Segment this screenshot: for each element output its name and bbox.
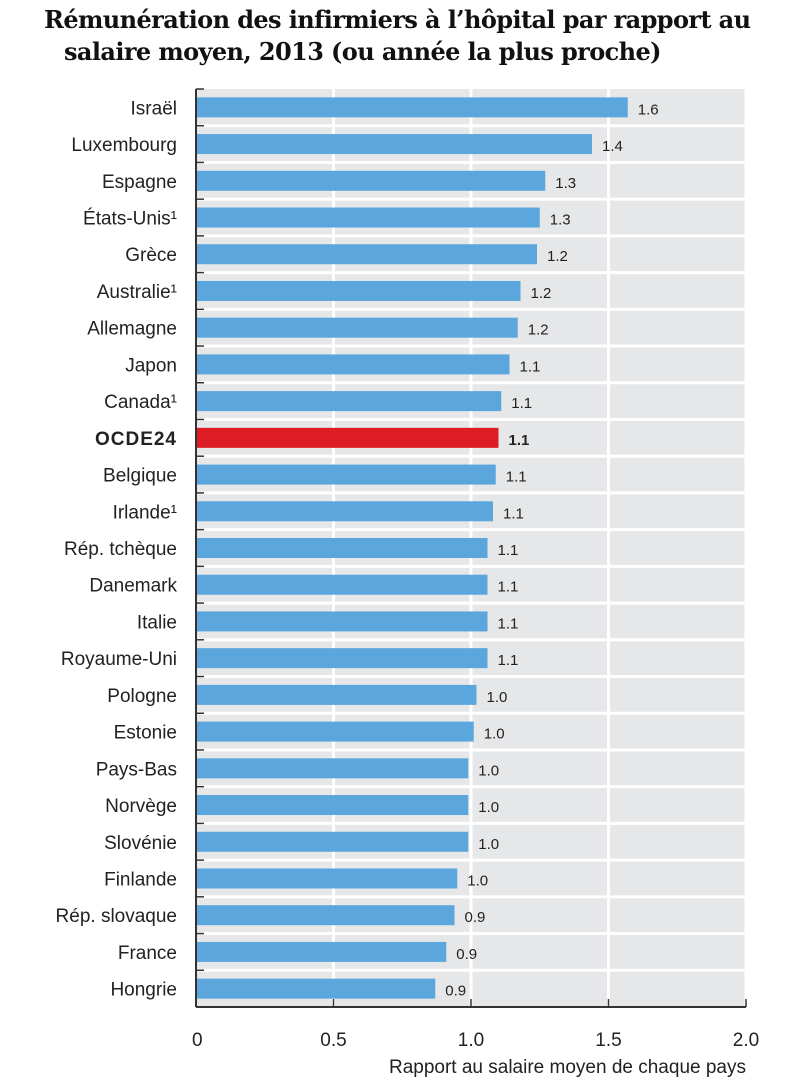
- bar: [197, 721, 474, 742]
- category-label: Hongrie: [110, 980, 177, 1001]
- bar: [197, 501, 493, 522]
- chart-title-line-2: salaire moyen, 2013 (ou année la plus pr…: [64, 37, 662, 66]
- bar: [197, 684, 477, 705]
- chart-title: Rémunération des infirmiers à l’hôpital …: [0, 4, 800, 68]
- value-labels: 1.6 1.4 1.3 1.3 1.2 1.2 1.2 1.1 1.1 1.1 1.1 1.1 1.1 1…: [445, 101, 658, 999]
- bar: [197, 207, 540, 228]
- bar: [197, 97, 628, 118]
- category-label: Luxembourg: [71, 135, 177, 156]
- category-label: Italie: [137, 612, 177, 633]
- data-label: 1.1: [498, 615, 519, 632]
- x-tick-label: 1.0: [458, 1030, 484, 1051]
- bar-highlight: [197, 427, 499, 448]
- data-label: 1.2: [531, 285, 552, 302]
- bar: [197, 391, 502, 412]
- bar: [197, 574, 488, 595]
- data-label: 1.1: [509, 432, 530, 449]
- data-label: 1.3: [555, 175, 576, 192]
- category-label: Japon: [125, 355, 177, 376]
- data-label: 1.0: [478, 762, 499, 779]
- x-tick-label: 1.5: [595, 1030, 621, 1051]
- data-label: 1.1: [511, 395, 532, 412]
- category-label: OCDE24: [95, 429, 177, 450]
- category-label: Estonie: [114, 723, 177, 744]
- data-label: 1.1: [498, 579, 519, 596]
- bar: [197, 648, 488, 669]
- category-label: Pays-Bas: [96, 759, 177, 780]
- data-label: 1.1: [498, 542, 519, 559]
- category-label: France: [118, 943, 177, 964]
- bars: [197, 97, 628, 999]
- category-label: Rép. slovaque: [56, 906, 177, 927]
- x-tick-label: 0.5: [320, 1030, 346, 1051]
- data-label: 1.1: [503, 505, 524, 522]
- x-tick-labels: 0 0.5 1.0 1.5 2.0: [192, 1030, 759, 1051]
- bar: [197, 758, 469, 779]
- category-label: Pologne: [107, 686, 177, 707]
- category-label: Slovénie: [104, 833, 177, 854]
- category-label: Belgique: [103, 466, 177, 487]
- category-label: Espagne: [102, 172, 177, 193]
- category-label: Danemark: [89, 576, 177, 597]
- bar: [197, 941, 447, 962]
- bar: [197, 280, 521, 301]
- bar: [197, 868, 458, 889]
- category-label: Irlande¹: [113, 502, 177, 523]
- chart-title-line-1: Rémunération des infirmiers à l’hôpital …: [44, 5, 751, 34]
- data-label: 1.1: [506, 469, 527, 486]
- category-label: Canada¹: [104, 392, 177, 413]
- data-label: 1.1: [498, 652, 519, 669]
- x-axis-label: Rapport au salaire moyen de chaque pays: [389, 1057, 746, 1078]
- bar: [197, 978, 436, 999]
- category-label: Israël: [131, 98, 177, 119]
- data-label: 1.2: [528, 322, 549, 339]
- bar: [197, 831, 469, 852]
- x-tick-label: 2.0: [733, 1030, 759, 1051]
- data-label: 0.9: [456, 946, 477, 963]
- data-label: 1.6: [638, 101, 659, 118]
- bar: [197, 795, 469, 816]
- axes: [195, 88, 747, 1008]
- category-label: États-Unis¹: [83, 209, 177, 230]
- data-label: 1.0: [467, 872, 488, 889]
- bar: [197, 905, 455, 926]
- category-label: Rép. tchèque: [64, 539, 177, 560]
- bar: [197, 464, 496, 485]
- gridlines: [196, 89, 748, 1007]
- bar: [197, 611, 488, 632]
- data-label: 0.9: [445, 983, 466, 1000]
- bar: [197, 134, 592, 155]
- bar: [197, 354, 510, 375]
- category-label: Allemagne: [87, 319, 177, 340]
- data-label: 1.4: [602, 138, 623, 155]
- bar: [197, 317, 518, 338]
- bar: [197, 538, 488, 558]
- category-labels: Israël Luxembourg Espagne États-Unis¹ Grèce A…: [56, 98, 178, 1000]
- data-label: 1.2: [547, 248, 568, 265]
- bar: [197, 244, 537, 265]
- data-label: 1.0: [484, 726, 505, 743]
- data-label: 1.0: [487, 689, 508, 706]
- category-label: Grèce: [125, 245, 177, 266]
- data-label: 0.9: [465, 909, 486, 926]
- data-label: 1.0: [478, 836, 499, 853]
- x-tick-label: 0: [192, 1030, 203, 1051]
- category-label: Royaume-Uni: [61, 649, 177, 670]
- data-label: 1.0: [478, 799, 499, 816]
- category-label: Australie¹: [97, 282, 177, 303]
- bar: [197, 170, 546, 191]
- category-label: Finlande: [104, 869, 177, 890]
- category-label: Norvège: [105, 796, 177, 817]
- data-label: 1.3: [550, 212, 571, 229]
- data-label: 1.1: [520, 358, 541, 375]
